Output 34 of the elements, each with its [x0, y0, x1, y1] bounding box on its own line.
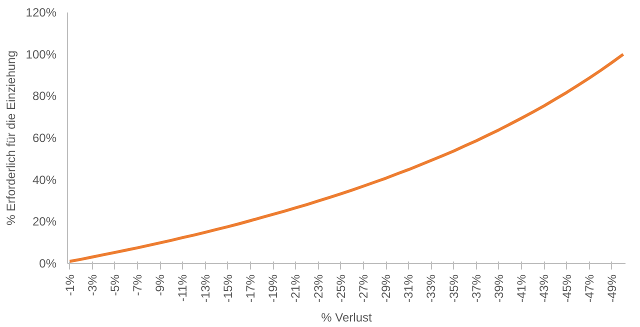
x-tick-label: -1% — [62, 274, 77, 296]
x-tick-label: -11% — [176, 274, 190, 302]
x-tick-label: -27% — [356, 274, 370, 303]
y-tick-label: 60% — [32, 131, 57, 145]
y-tick-label: 20% — [32, 214, 57, 229]
x-tick-label: -7% — [130, 274, 145, 296]
x-tick-label: -43% — [537, 274, 552, 303]
x-tick-label: -41% — [514, 274, 529, 303]
x-tick-label: -31% — [402, 274, 416, 303]
x-tick-label: -47% — [582, 274, 596, 303]
y-tick-label: 0% — [39, 256, 57, 270]
x-tick-label: -13% — [198, 274, 212, 303]
x-tick-label: -21% — [288, 274, 303, 303]
y-axis-title: % Erforderlich für die Einziehung — [4, 50, 18, 226]
x-tick-label: -35% — [446, 274, 461, 303]
x-tick-label: -5% — [108, 274, 122, 296]
x-tick-label: -45% — [560, 274, 574, 303]
x-tick-label: -29% — [379, 274, 394, 303]
x-tick-label: -3% — [85, 274, 100, 296]
x-tick-label: -33% — [424, 274, 438, 303]
y-tick-label: 120% — [26, 6, 57, 20]
x-tick-label: -39% — [492, 274, 506, 303]
y-tick-label: 80% — [32, 89, 57, 104]
x-tick-label: -19% — [266, 274, 280, 303]
y-tick-label: 40% — [32, 172, 57, 187]
x-tick-label: -23% — [311, 274, 326, 303]
x-tick-label: -15% — [220, 274, 235, 303]
x-axis-title: % Verlust — [321, 310, 373, 325]
y-tick-label: 100% — [26, 47, 57, 62]
x-tick-label: -17% — [243, 274, 258, 303]
x-tick-label: -49% — [604, 274, 619, 303]
x-tick-label: -9% — [153, 274, 168, 296]
x-tick-label: -37% — [469, 274, 484, 303]
x-tick-label: -25% — [334, 274, 348, 303]
